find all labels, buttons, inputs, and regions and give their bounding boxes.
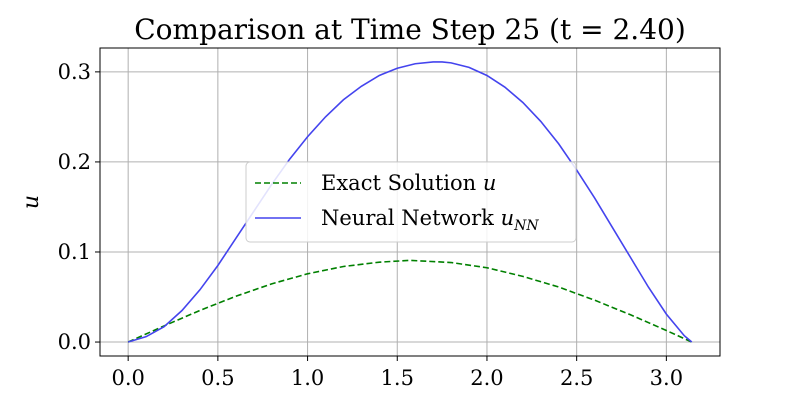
- y-tick-label: 0.1: [58, 240, 91, 264]
- y-tick-label: 0.3: [58, 60, 91, 84]
- legend-name: Neural Network: [321, 206, 501, 230]
- y-tick-label: 0.0: [58, 330, 91, 354]
- plot-frame: [99, 47, 721, 357]
- series-line-1: [127, 61, 693, 343]
- x-tick-label: 0.5: [201, 366, 234, 390]
- legend-label-1: Neural Network uNN: [321, 206, 539, 234]
- x-tick-label: 1.5: [381, 366, 414, 390]
- series-line-0: [127, 259, 693, 343]
- x-axis: 0.0 0.5 1.0 1.5 2.0 2.5 3.0: [111, 356, 683, 390]
- legend-label-0: Exact Solution u: [321, 171, 496, 195]
- y-tick-label: 0.2: [58, 150, 91, 174]
- legend-math-symbol: u: [483, 171, 497, 195]
- x-tick-label: 3.0: [650, 366, 683, 390]
- x-tick-label: 2.0: [470, 366, 503, 390]
- legend-math-symbol: u: [501, 206, 515, 230]
- legend-box: [245, 161, 577, 243]
- x-tick-label: 2.5: [560, 366, 593, 390]
- y-axis-label: u: [19, 195, 44, 209]
- chart-title: Comparison at Time Step 25 (t = 2.40): [134, 13, 686, 46]
- legend-name: Exact Solution: [321, 171, 483, 195]
- x-tick-label: 0.0: [111, 366, 144, 390]
- y-axis: 0.0 0.1 0.2 0.3: [58, 60, 100, 354]
- series-layer: [127, 61, 693, 343]
- x-tick-label: 1.0: [291, 366, 324, 390]
- legend-math-subscript: NN: [513, 218, 539, 234]
